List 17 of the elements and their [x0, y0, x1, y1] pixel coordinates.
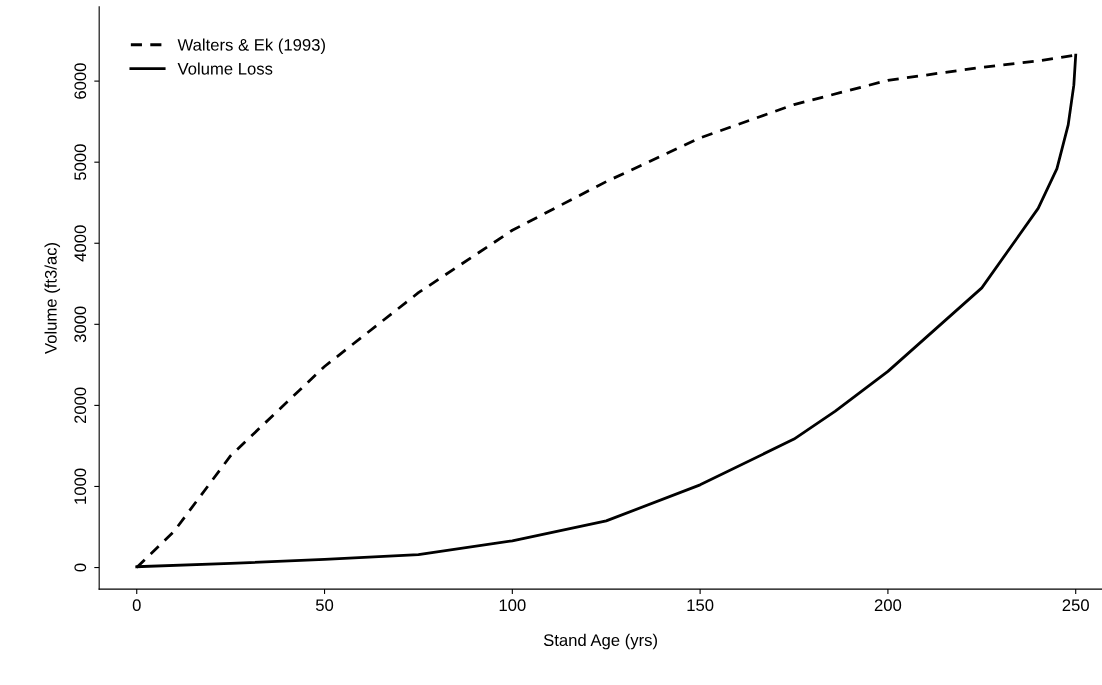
- x-tick-label: 100: [499, 599, 526, 612]
- y-axis-title: Volume (ft3/ac): [44, 242, 61, 354]
- x-tick-label: 250: [1062, 599, 1089, 612]
- legend-label: Volume Loss: [177, 62, 273, 75]
- y-tick-label: 3000: [74, 306, 87, 343]
- x-tick-label: 50: [315, 599, 334, 612]
- x-tick-label: 0: [132, 599, 141, 612]
- y-tick-label: 6000: [74, 63, 87, 99]
- x-axis-title: Stand Age (yrs): [543, 633, 657, 650]
- x-tick-label: 150: [687, 599, 714, 612]
- y-tick-label: 1000: [74, 468, 87, 504]
- y-tick-label: 0: [74, 563, 87, 572]
- y-tick-label: 2000: [74, 387, 87, 424]
- legend-label: Walters & Ek (1993): [177, 38, 325, 55]
- y-tick-label: 5000: [74, 144, 87, 181]
- y-tick-label: 4000: [74, 225, 87, 262]
- x-tick-label: 200: [874, 599, 902, 612]
